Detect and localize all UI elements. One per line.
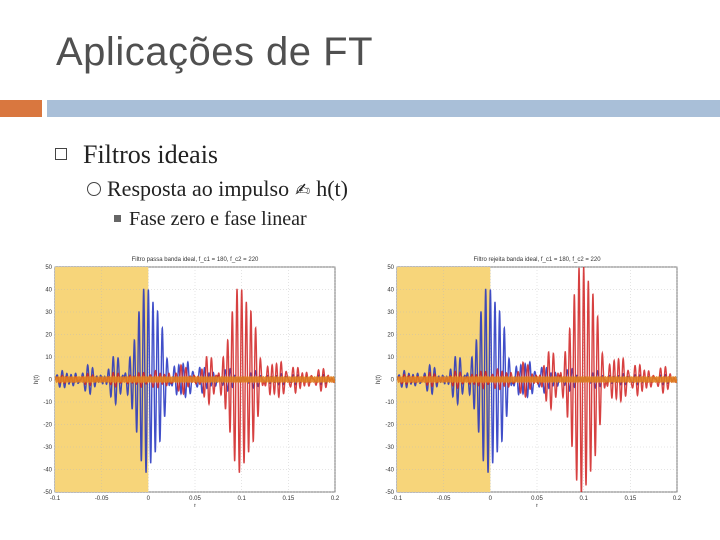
bullet-2-text: Resposta ao impulso [107, 176, 290, 201]
y-tick-label: 30 [45, 310, 52, 316]
accent-bar-blue [47, 100, 720, 117]
y-tick-label: 0 [391, 378, 395, 384]
x-tick-label: 0.05 [189, 496, 201, 502]
y-tick-label: 30 [387, 310, 394, 316]
plot-title: Filtro rejeita banda ideal, f_c1 = 180, … [473, 257, 601, 263]
y-tick-label: -20 [43, 423, 52, 429]
x-tick-label: -0.05 [437, 496, 451, 502]
y-tick-label: 50 [387, 265, 394, 271]
x-tick-label: 0.1 [579, 496, 588, 502]
x-tick-label: 0 [489, 496, 493, 502]
y-tick-label: -20 [385, 423, 394, 429]
filled-square-bullet-icon [114, 214, 121, 222]
signal-series-2 [55, 375, 335, 384]
y-tick-label: 40 [45, 288, 52, 294]
x-tick-label: -0.05 [95, 496, 109, 502]
y-tick-label: -10 [385, 400, 394, 406]
plot-title: Filtro passa banda ideal, f_c1 = 180, f_… [132, 257, 259, 263]
x-tick-label: 0.15 [624, 496, 636, 502]
signal-series-2 [397, 375, 677, 384]
y-tick-label: 10 [387, 355, 394, 361]
bullet-1-text: Filtros ideais [83, 140, 219, 169]
bullet-level-2: Resposta ao impulso ✍ h(t) [87, 176, 348, 202]
x-tick-label: 0.15 [282, 496, 294, 502]
bandpass-impulse-plot: -0.1 -0.05 0 0.05 0.1 0.15 0.2 50 40 30 20 10 0 -10 -2… [34, 257, 340, 507]
x-tick-label: 0 [147, 496, 151, 502]
x-tick-label: 0.05 [531, 496, 543, 502]
x-axis-label: t [194, 504, 196, 507]
x-tick-label: -0.1 [50, 496, 61, 502]
accent-bar-gap [42, 100, 47, 117]
y-tick-label: 20 [387, 333, 394, 339]
y-tick-label: 20 [45, 333, 52, 339]
y-tick-label: -50 [385, 490, 394, 496]
x-tick-label: 0.1 [237, 496, 246, 502]
circle-bullet-icon [87, 181, 101, 196]
x-tick-label: 0.2 [673, 496, 682, 502]
x-tick-label: -0.1 [392, 496, 403, 502]
y-tick-label: -10 [43, 400, 52, 406]
y-tick-label: 0 [49, 378, 53, 384]
x-axis-label: t [536, 504, 538, 507]
bandstop-impulse-plot: -0.1 -0.05 0 0.05 0.1 0.15 0.2 50 40 30 20 10 0 -10 -2… [376, 257, 682, 507]
y-tick-label: -40 [43, 468, 52, 474]
y-tick-label: -50 [43, 490, 52, 496]
bullet-level-1: Filtros ideais [55, 140, 218, 170]
accent-bar-orange [0, 100, 42, 117]
y-axis-label: h(t) [34, 375, 40, 384]
y-tick-label: 10 [45, 355, 52, 361]
writing-hand-icon: ✍ [295, 180, 311, 201]
bullet-2-suffix: h(t) [316, 176, 348, 201]
bullet-3-text: Fase zero e fase linear [129, 208, 307, 230]
bullet-level-3: Fase zero e fase linear [114, 208, 307, 231]
y-tick-label: -40 [385, 468, 394, 474]
y-axis-label: h(t) [376, 375, 382, 384]
slide-title: Aplicações de FT [56, 30, 374, 74]
y-tick-label: -30 [43, 445, 52, 451]
y-tick-label: 50 [45, 265, 52, 271]
square-bullet-icon [55, 148, 67, 161]
x-tick-label: 0.2 [331, 496, 340, 502]
y-tick-label: -30 [385, 445, 394, 451]
y-tick-label: 40 [387, 288, 394, 294]
